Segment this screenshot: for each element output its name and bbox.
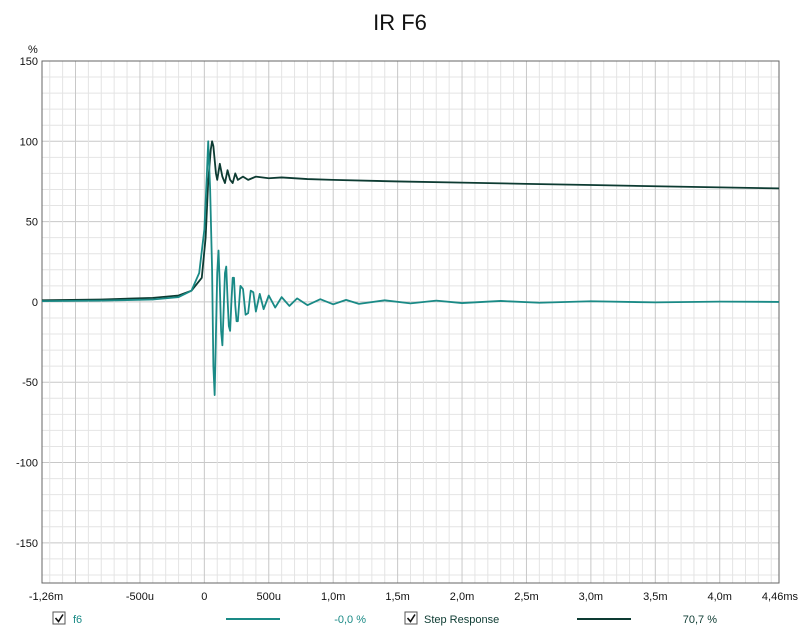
x-tick-label: 2,0m [450, 591, 474, 603]
y-axis-label: % [28, 44, 38, 56]
y-tick-label: 150 [20, 56, 38, 68]
chart-title: IR F6 [373, 10, 427, 35]
series-line-1 [41, 140, 780, 396]
legend: f6 -0,0 % Step Response 70,7 % [52, 611, 717, 626]
checkmark-icon [406, 614, 416, 623]
grid [42, 60, 779, 583]
y-tick-label: -50 [22, 377, 38, 389]
x-tick-label: 2,5m [514, 591, 538, 603]
x-tick-label: 1,5m [385, 591, 409, 603]
x-tick-label: 4,0m [707, 591, 731, 603]
plot-area [41, 60, 780, 584]
x-tick-label: -1,26m [29, 591, 63, 603]
legend-series-1-name: f6 [73, 614, 82, 626]
x-tick-label: 3,5m [643, 591, 667, 603]
series-1-checkbox[interactable] [52, 611, 66, 625]
y-tick-label: 100 [20, 136, 38, 148]
x-tick-label: 1,0m [321, 591, 345, 603]
series-2-checkbox[interactable] [404, 611, 418, 625]
x-tick-label: 3,0m [579, 591, 603, 603]
legend-series-2-name: Step Response [424, 614, 499, 626]
series-group [41, 140, 780, 396]
series-line-2 [41, 140, 780, 302]
y-tick-label: 0 [32, 297, 38, 309]
y-tick-label: 50 [26, 217, 38, 229]
x-tick-label: 500u [257, 591, 281, 603]
checkmark-icon [54, 614, 64, 623]
x-tick-label: 4,46ms [762, 591, 799, 603]
x-ticks: -1,26m -500u 0 500u 1,0m 1,5m 2,0m 2,5m 3,0m 3,5m… [29, 591, 799, 603]
x-tick-label: -500u [126, 591, 154, 603]
y-tick-label: -100 [16, 458, 38, 470]
y-ticks: 150 100 50 0 -50 -100 -150 [16, 56, 38, 550]
legend-series-1-value: -0,0 % [334, 614, 366, 626]
x-tick-label: 0 [201, 591, 207, 603]
legend-series-2-value: 70,7 % [683, 614, 717, 626]
y-tick-label: -150 [16, 538, 38, 550]
